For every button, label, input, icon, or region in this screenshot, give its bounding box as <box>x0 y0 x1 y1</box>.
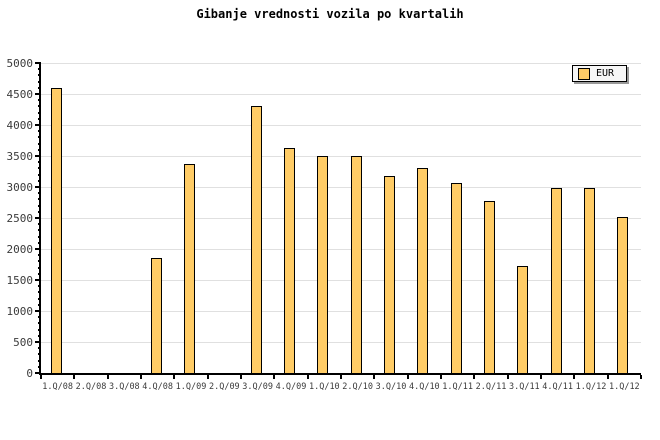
x-tick <box>540 375 542 379</box>
legend-label: EUR <box>596 67 615 79</box>
y-tick <box>35 279 41 281</box>
bar <box>250 106 262 373</box>
x-tick-label: 3.Q/10 <box>375 382 407 392</box>
gridline <box>41 342 641 343</box>
y-tick <box>35 155 41 157</box>
y-tick <box>35 310 41 312</box>
y-tick-label: 4000 <box>6 119 34 132</box>
gridline <box>41 156 641 157</box>
bar <box>384 175 395 373</box>
bar <box>417 168 429 373</box>
y-tick-label: 3000 <box>6 181 34 194</box>
gridline <box>41 125 641 126</box>
gridline <box>41 187 641 188</box>
gridline <box>41 311 641 312</box>
y-tick-label: 5000 <box>6 57 34 70</box>
gridline <box>41 249 641 250</box>
gridline <box>41 218 641 219</box>
x-tick <box>73 375 76 379</box>
x-axis <box>39 373 641 375</box>
x-tick-label: 1.Q/12 <box>575 382 607 392</box>
y-tick <box>35 186 41 188</box>
y-tick <box>35 341 41 343</box>
x-tick-label: 4.Q/10 <box>408 382 440 392</box>
legend-swatch-eur <box>578 67 590 80</box>
bar <box>350 156 362 373</box>
plot-area <box>41 63 641 373</box>
bar <box>150 258 162 373</box>
x-tick <box>273 375 276 379</box>
x-tick-label: 4.Q/08 <box>142 382 174 392</box>
x-tick-label: 2.Q/08 <box>75 382 107 392</box>
y-tick-label: 1500 <box>6 274 34 287</box>
gridline <box>41 280 641 281</box>
bar <box>517 265 529 373</box>
x-tick-label: 4.Q/09 <box>275 382 307 392</box>
y-tick-label: 3500 <box>6 150 34 163</box>
x-tick <box>240 375 242 379</box>
x-tick <box>573 375 576 379</box>
bar <box>450 183 462 373</box>
chart-title: Gibanje vrednosti vozila po kvartalih <box>196 7 464 21</box>
x-tick <box>206 375 209 379</box>
x-tick <box>140 375 142 379</box>
bar <box>550 187 562 373</box>
x-tick-label: 3.Q/08 <box>108 382 140 392</box>
x-tick <box>606 375 609 379</box>
y-tick-label: 500 <box>13 336 33 349</box>
bar <box>617 216 629 373</box>
x-tick <box>40 375 42 379</box>
y-tick <box>35 372 41 374</box>
legend: EUR <box>572 65 627 82</box>
x-tick-label: 3.Q/09 <box>242 382 274 392</box>
x-tick <box>106 375 109 379</box>
bar <box>484 200 495 373</box>
y-axis <box>39 63 41 375</box>
x-tick <box>373 375 376 379</box>
y-tick <box>35 93 41 95</box>
x-tick-label: 2.Q/09 <box>208 382 240 392</box>
x-tick-label: 1.Q/08 <box>42 382 74 392</box>
x-tick <box>340 375 342 379</box>
x-tick-label: 1.Q/12 <box>608 382 640 392</box>
y-tick-label: 2000 <box>6 243 34 256</box>
x-tick <box>640 375 642 379</box>
x-tick <box>306 375 309 379</box>
x-tick <box>506 375 509 379</box>
x-tick <box>406 375 409 379</box>
bar <box>584 187 595 373</box>
y-tick <box>35 62 41 64</box>
y-tick <box>35 217 41 219</box>
y-tick-label: 1000 <box>6 305 34 318</box>
y-tick <box>35 248 41 250</box>
y-tick <box>35 124 41 126</box>
gridline <box>41 63 641 64</box>
y-tick-label: 2500 <box>6 212 34 225</box>
x-tick-label: 2.Q/10 <box>342 382 374 392</box>
bar <box>50 87 62 373</box>
x-tick <box>473 375 476 379</box>
bar <box>184 164 195 373</box>
x-tick-label: 1.Q/10 <box>308 382 340 392</box>
bar <box>317 156 329 373</box>
x-tick-label: 4.Q/11 <box>542 382 574 392</box>
x-tick-label: 2.Q/11 <box>475 382 507 392</box>
x-tick <box>440 375 442 379</box>
x-tick-label: 1.Q/11 <box>442 382 474 392</box>
x-tick-label: 1.Q/09 <box>175 382 207 392</box>
y-tick-label: 4500 <box>6 88 34 101</box>
x-tick <box>173 375 176 379</box>
bar <box>284 147 295 373</box>
x-tick-label: 3.Q/11 <box>508 382 540 392</box>
y-tick-label: 0 <box>26 367 33 380</box>
gridline <box>41 94 641 95</box>
